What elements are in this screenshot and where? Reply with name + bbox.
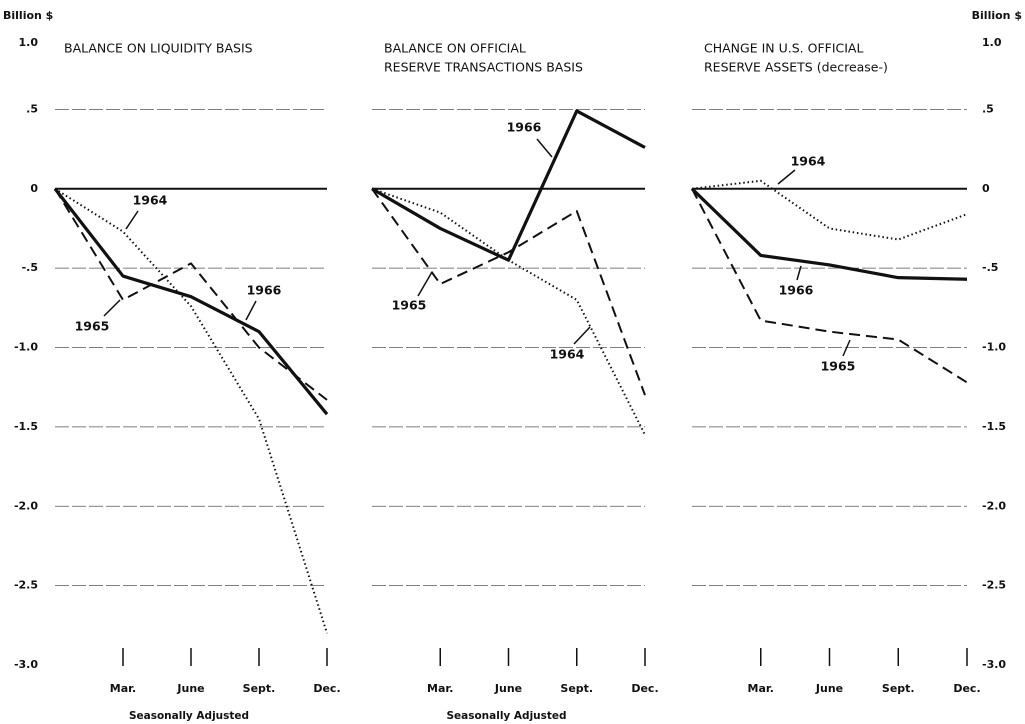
- x-tick-label: June: [176, 682, 204, 695]
- series-label: 1966: [507, 120, 542, 135]
- y2-tick-label: -3.0: [982, 658, 1006, 671]
- series-label: 1965: [75, 319, 110, 334]
- y-tick-label: -2.5: [14, 579, 38, 592]
- series-label: 1966: [779, 283, 814, 298]
- label-leader: [417, 271, 433, 297]
- y2-tick-label: -2.5: [982, 579, 1006, 592]
- y-tick-label: -2.0: [14, 499, 38, 512]
- x-axis-title: Seasonally Adjusted: [446, 710, 566, 722]
- panel-title: BALANCE ON LIQUIDITY BASIS: [64, 41, 253, 56]
- series-line: [53, 187, 329, 416]
- panel-title: RESERVE ASSETS (decrease-): [704, 60, 888, 75]
- y-tick-label: .5: [26, 102, 38, 115]
- y-tick-label: -.5: [22, 261, 38, 274]
- y-axis-title: Billion $: [972, 9, 1022, 22]
- y-tick-label: 1.0: [19, 36, 39, 49]
- panel-title: RESERVE TRANSACTIONS BASIS: [384, 60, 583, 75]
- y-tick-label: -1.0: [14, 341, 38, 354]
- label-leader: [125, 210, 139, 230]
- x-tick-label: Sept.: [243, 682, 276, 695]
- x-axis-title: Seasonally Adjusted: [129, 710, 249, 722]
- x-tick-label: Dec.: [313, 682, 340, 695]
- x-tick-label: June: [815, 682, 843, 695]
- y-tick-label: -3.0: [14, 658, 38, 671]
- series-line: [54, 188, 328, 401]
- series-label: 1964: [791, 154, 826, 169]
- label-leader: [573, 326, 591, 345]
- label-leader: [245, 300, 257, 321]
- y-tick-label: 0: [30, 182, 38, 195]
- y2-tick-label: 1.0: [982, 36, 1002, 49]
- y2-tick-label: -1.5: [982, 420, 1006, 433]
- series-label: 1966: [247, 283, 282, 298]
- series-line: [691, 188, 968, 384]
- y2-tick-label: -1.0: [982, 341, 1006, 354]
- y2-tick-label: 0: [982, 182, 990, 195]
- y2-tick-label: -.5: [982, 261, 998, 274]
- label-leader: [777, 169, 796, 185]
- series-line: [371, 188, 646, 396]
- x-tick-label: June: [494, 682, 522, 695]
- x-tick-label: Mar.: [427, 682, 453, 695]
- label-leader: [103, 299, 121, 317]
- x-tick-label: Mar.: [748, 682, 774, 695]
- label-leader: [796, 265, 802, 281]
- series-line: [54, 187, 328, 634]
- x-tick-label: Dec.: [953, 682, 980, 695]
- x-tick-label: Mar.: [110, 682, 136, 695]
- panel-title: BALANCE ON OFFICIAL: [384, 41, 526, 56]
- label-leader: [536, 138, 553, 158]
- y-axis-title: Billion $: [3, 9, 53, 22]
- panel-title: CHANGE IN U.S. OFFICIAL: [704, 41, 863, 56]
- series-label: 1965: [392, 298, 427, 313]
- series-label: 1965: [821, 359, 856, 374]
- x-tick-label: Dec.: [631, 682, 658, 695]
- series-label: 1964: [550, 347, 585, 362]
- series-line: [371, 109, 646, 262]
- x-tick-label: Sept.: [882, 682, 915, 695]
- y-tick-label: -1.5: [14, 420, 38, 433]
- label-leader: [842, 339, 851, 357]
- series-line: [690, 187, 968, 281]
- series-label: 1964: [133, 193, 168, 208]
- y2-tick-label: .5: [982, 102, 994, 115]
- y2-tick-label: -2.0: [982, 499, 1006, 512]
- x-tick-label: Sept.: [560, 682, 593, 695]
